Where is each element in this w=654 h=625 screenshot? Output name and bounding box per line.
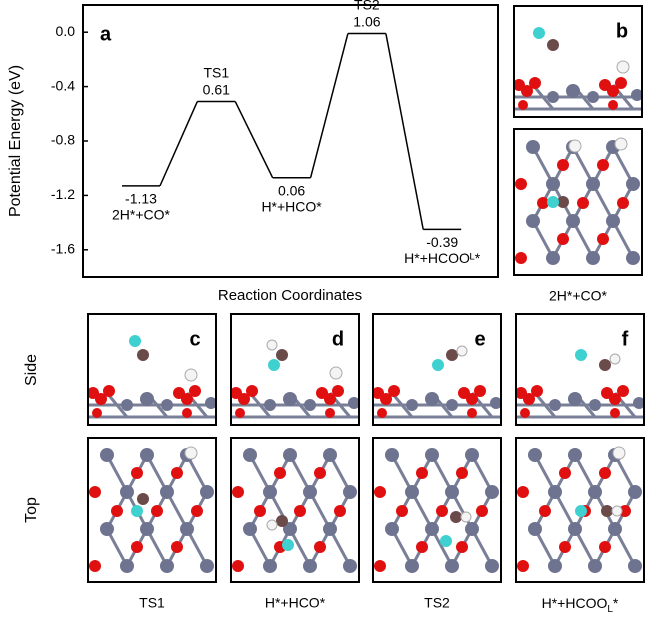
panel-d-top	[230, 437, 360, 583]
state-label: TS1	[203, 64, 229, 80]
connector	[309, 33, 349, 178]
caption-text: H*+HCOO	[542, 595, 608, 611]
panel-caption: 2H*+CO*	[549, 288, 608, 304]
state-label: H*+HCO*	[261, 198, 322, 214]
state-label: H*+HCOOᴸ*	[404, 250, 481, 266]
panel-e-top	[372, 437, 502, 583]
panel-label: c	[189, 328, 200, 350]
panel-caption: H*+HCOOL*	[542, 595, 619, 615]
panel-caption: H*+HCO*	[265, 595, 326, 611]
panel-e-side	[372, 313, 502, 426]
panel-label: b	[616, 20, 628, 42]
panel-f-top	[515, 437, 645, 583]
energy-annotation: 0.06	[278, 182, 305, 198]
panel-label: f	[622, 328, 629, 350]
energy-annotation: -0.39	[426, 234, 458, 250]
connector	[385, 33, 424, 230]
panel-d-side	[230, 313, 360, 426]
panel-caption: TS2	[424, 595, 450, 611]
y-tick-label: -0.8	[51, 132, 75, 148]
y-tick-label: -0.4	[51, 77, 75, 93]
x-axis-label: Reaction Coordinates	[218, 287, 362, 304]
caption-end: *	[613, 595, 619, 611]
panel-label: d	[332, 328, 344, 350]
caption-sub: L	[607, 604, 613, 615]
panel-b-top	[513, 128, 643, 276]
energy-annotation: 1.06	[353, 13, 380, 29]
panel-label: a	[100, 23, 112, 45]
y-tick-label: -1.2	[51, 186, 75, 202]
panel-c-top	[87, 437, 217, 583]
energy-annotation: 0.61	[203, 81, 230, 97]
y-tick-label: -1.6	[51, 241, 75, 257]
y-axis-label: Potential Energy (eV)	[7, 65, 24, 217]
state-label: TS2	[354, 0, 380, 12]
panel-c-side	[87, 313, 217, 426]
state-label: 2H*+CO*	[112, 207, 171, 223]
row-label: Top	[23, 497, 40, 523]
panel-caption: TS1	[139, 595, 165, 611]
row-label: Side	[23, 354, 40, 386]
y-tick-label: 0.0	[56, 23, 76, 39]
panel-f-side	[515, 313, 645, 426]
panel-b-side	[513, 5, 643, 118]
panel-label: e	[474, 328, 485, 350]
connector	[234, 101, 274, 179]
energy-annotation: -1.13	[125, 191, 157, 207]
connector	[159, 101, 198, 187]
